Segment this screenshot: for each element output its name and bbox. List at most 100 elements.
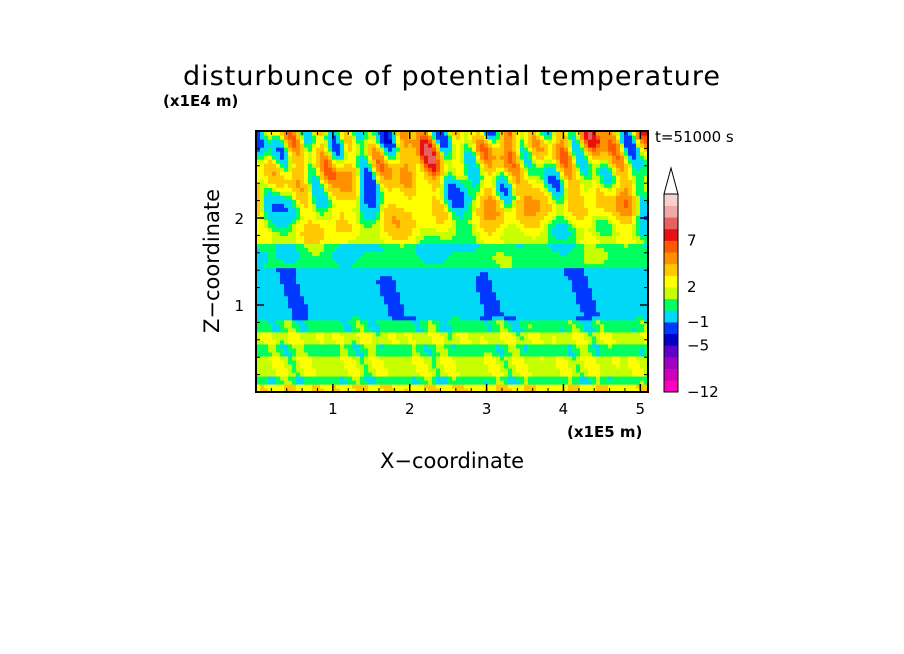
heatmap-cell bbox=[488, 199, 493, 204]
heatmap-cell bbox=[556, 323, 561, 329]
heatmap-cell bbox=[364, 351, 369, 357]
heatmap-cell bbox=[460, 247, 465, 253]
heatmap-cell bbox=[364, 191, 369, 196]
heatmap-cell bbox=[532, 355, 537, 361]
heatmap-cell bbox=[360, 247, 365, 253]
heatmap-cell bbox=[596, 383, 601, 389]
heatmap-cell bbox=[608, 319, 613, 325]
heatmap-cell bbox=[436, 327, 441, 333]
heatmap-cell bbox=[484, 215, 489, 220]
heatmap-cell bbox=[268, 355, 273, 361]
heatmap-cell bbox=[468, 223, 473, 228]
heatmap-cell bbox=[324, 311, 329, 317]
heatmap-cell bbox=[460, 271, 465, 277]
heatmap-cell bbox=[436, 283, 441, 289]
heatmap-cell bbox=[632, 363, 637, 369]
heatmap-cell bbox=[560, 271, 565, 277]
heatmap-cell bbox=[460, 323, 465, 329]
heatmap-cell bbox=[352, 355, 357, 361]
heatmap-cell bbox=[348, 367, 353, 373]
heatmap-cell bbox=[496, 223, 501, 228]
heatmap-cell bbox=[284, 259, 289, 265]
heatmap-cell bbox=[492, 295, 497, 301]
heatmap-cell bbox=[612, 283, 617, 289]
heatmap-cell bbox=[388, 187, 393, 192]
heatmap-cell bbox=[424, 355, 429, 361]
heatmap-cell bbox=[260, 307, 265, 313]
heatmap-cell bbox=[384, 191, 389, 196]
heatmap-cell bbox=[408, 199, 413, 204]
heatmap-cell bbox=[632, 303, 637, 309]
heatmap-cell bbox=[612, 319, 617, 325]
heatmap-cell bbox=[516, 275, 521, 281]
heatmap-cell bbox=[308, 191, 313, 196]
heatmap-cell bbox=[608, 243, 613, 249]
heatmap-cell bbox=[476, 383, 481, 389]
heatmap-cell bbox=[428, 307, 433, 313]
heatmap-cell bbox=[564, 191, 569, 196]
heatmap-cell bbox=[416, 223, 421, 228]
heatmap-cell bbox=[428, 287, 433, 293]
heatmap-cell bbox=[568, 247, 573, 253]
heatmap-cell bbox=[456, 227, 461, 232]
heatmap-cell bbox=[256, 187, 261, 192]
heatmap-cell bbox=[576, 275, 581, 281]
heatmap-cell bbox=[556, 387, 561, 392]
heatmap-cell bbox=[516, 351, 521, 357]
heatmap-cell bbox=[488, 383, 493, 389]
heatmap-cell bbox=[560, 267, 565, 273]
heatmap-cell bbox=[412, 211, 417, 216]
heatmap-cell bbox=[568, 295, 573, 301]
heatmap-cell bbox=[384, 347, 389, 353]
heatmap-cell bbox=[468, 239, 473, 245]
heatmap-cell bbox=[528, 359, 533, 365]
heatmap-cell bbox=[332, 339, 337, 345]
heatmap-cell bbox=[272, 383, 277, 389]
heatmap-cell bbox=[468, 187, 473, 192]
heatmap-cell bbox=[476, 387, 481, 392]
heatmap-cell bbox=[592, 331, 597, 337]
heatmap-cell bbox=[620, 379, 625, 385]
heatmap-cell bbox=[584, 371, 589, 377]
heatmap-cell bbox=[620, 231, 625, 236]
heatmap-cell bbox=[504, 307, 509, 313]
heatmap-cell bbox=[416, 259, 421, 265]
heatmap-cell bbox=[604, 231, 609, 236]
heatmap-cell bbox=[408, 315, 413, 321]
heatmap-cell bbox=[588, 207, 593, 212]
heatmap-cell bbox=[480, 215, 485, 220]
heatmap-cell bbox=[528, 259, 533, 265]
heatmap-cell bbox=[456, 215, 461, 220]
heatmap-cell bbox=[380, 203, 385, 208]
heatmap-cell bbox=[532, 271, 537, 277]
heatmap-cell bbox=[376, 239, 381, 245]
heatmap-cell bbox=[632, 323, 637, 329]
heatmap-cell bbox=[484, 239, 489, 245]
heatmap-cell bbox=[292, 231, 297, 236]
heatmap-cell bbox=[472, 191, 477, 196]
heatmap-cell bbox=[268, 331, 273, 337]
heatmap-cell bbox=[440, 203, 445, 208]
heatmap-cell bbox=[404, 351, 409, 357]
heatmap-cell bbox=[500, 251, 505, 257]
heatmap-cell bbox=[596, 191, 601, 196]
heatmap-cell bbox=[320, 255, 325, 261]
heatmap-cell bbox=[396, 287, 401, 293]
heatmap-cell bbox=[452, 211, 457, 216]
heatmap-cell bbox=[300, 339, 305, 345]
heatmap-cell bbox=[496, 359, 501, 365]
heatmap-cell bbox=[572, 223, 577, 228]
heatmap-cell bbox=[312, 207, 317, 212]
heatmap-cell bbox=[476, 303, 481, 309]
heatmap-cell bbox=[596, 243, 601, 249]
heatmap-cell bbox=[396, 203, 401, 208]
heatmap-cell bbox=[400, 215, 405, 220]
heatmap-cell bbox=[440, 191, 445, 196]
heatmap-cell bbox=[620, 255, 625, 261]
heatmap-cell bbox=[592, 211, 597, 216]
heatmap-cell bbox=[280, 239, 285, 245]
heatmap-cell bbox=[636, 223, 641, 228]
heatmap-cell bbox=[400, 387, 405, 392]
heatmap-cell bbox=[500, 367, 505, 373]
heatmap-cell bbox=[524, 239, 529, 245]
